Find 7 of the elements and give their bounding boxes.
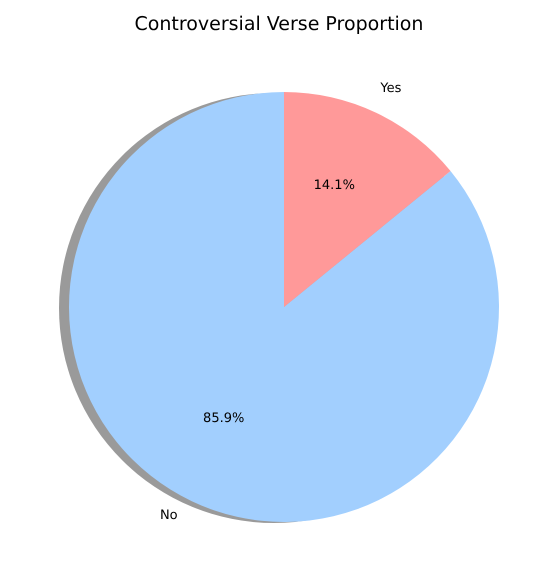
slice-label: Yes <box>379 80 402 96</box>
pie-slice <box>69 92 499 522</box>
data-label: 85.9% <box>203 411 244 426</box>
slice-label: No <box>160 508 178 524</box>
pie-slice <box>284 92 451 307</box>
data-label: 14.1% <box>314 178 355 193</box>
chart-title: Controversial Verse Proportion <box>134 13 424 35</box>
